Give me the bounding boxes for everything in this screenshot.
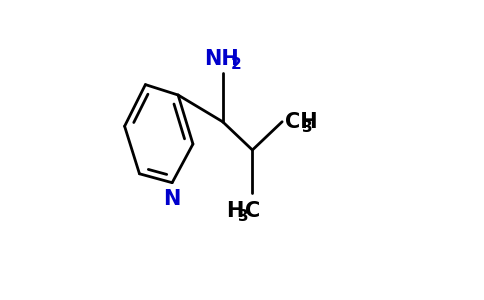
Text: C: C: [245, 201, 260, 221]
Text: CH: CH: [285, 112, 318, 132]
Text: N: N: [164, 189, 181, 209]
Text: 3: 3: [238, 209, 248, 224]
Text: 3: 3: [302, 120, 313, 135]
Text: H: H: [226, 201, 243, 221]
Text: 2: 2: [231, 57, 242, 72]
Text: NH: NH: [204, 49, 239, 69]
